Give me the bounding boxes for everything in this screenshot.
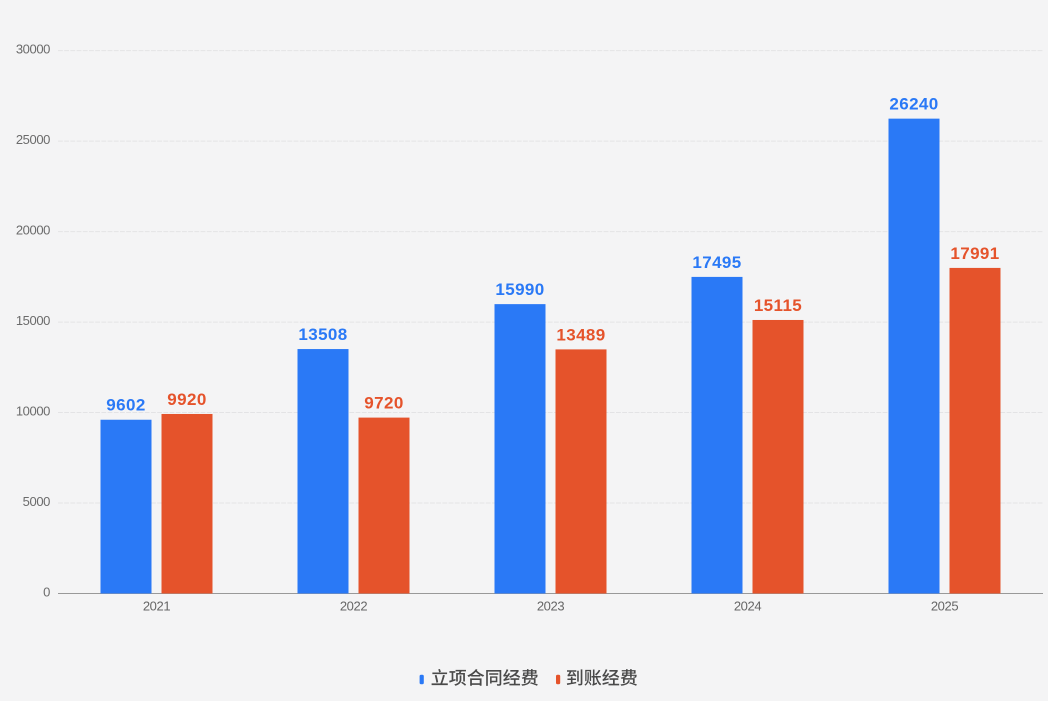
svg-text:10000: 10000 (16, 404, 50, 419)
svg-text:9602: 9602 (106, 396, 145, 415)
svg-text:9920: 9920 (167, 390, 206, 409)
svg-text:9720: 9720 (364, 394, 403, 413)
svg-text:30000: 30000 (16, 42, 50, 57)
svg-text:15000: 15000 (16, 313, 50, 328)
svg-text:2023: 2023 (537, 599, 564, 614)
svg-text:13489: 13489 (556, 325, 605, 344)
svg-text:5000: 5000 (23, 494, 50, 509)
svg-text:25000: 25000 (16, 132, 50, 147)
svg-text:13508: 13508 (298, 325, 347, 344)
svg-text:15990: 15990 (495, 280, 544, 299)
svg-text:20000: 20000 (16, 223, 50, 238)
svg-text:2024: 2024 (734, 599, 761, 614)
svg-text:2022: 2022 (340, 599, 367, 614)
svg-text:26240: 26240 (889, 95, 938, 114)
svg-text:17495: 17495 (692, 253, 741, 272)
svg-text:15115: 15115 (754, 296, 802, 315)
svg-text:2021: 2021 (143, 599, 170, 614)
svg-text:0: 0 (43, 585, 50, 600)
svg-text:17991: 17991 (950, 244, 999, 263)
svg-text:2025: 2025 (931, 599, 958, 614)
